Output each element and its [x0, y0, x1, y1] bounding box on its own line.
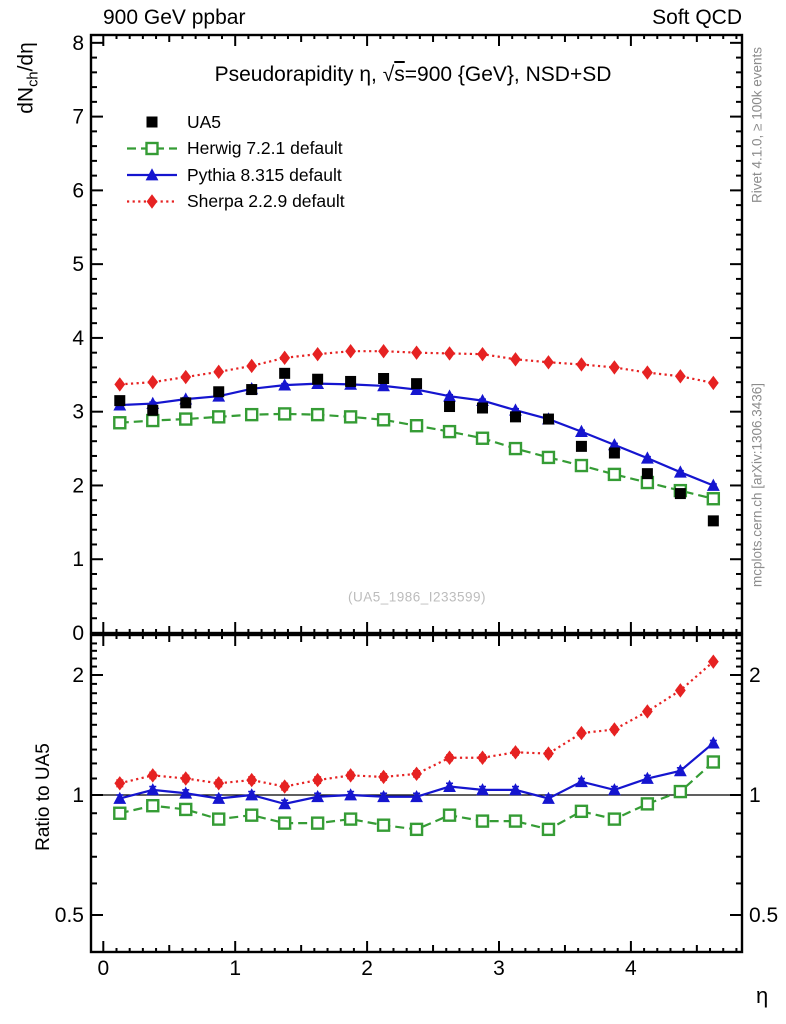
ratio-y-tick-label-right: 2: [749, 664, 761, 687]
legend-marker-1: [127, 141, 177, 156]
legend-label-herwig: Herwig 7.2.1 default: [187, 138, 343, 158]
legend-marker-0: [146, 116, 158, 128]
x-tick-label: 3: [493, 957, 505, 980]
series-herwig-main: [113, 407, 721, 506]
main-y-tick-label: 8: [72, 32, 84, 55]
x-tick-label: 0: [97, 957, 109, 980]
series-pythia-main: [113, 376, 720, 491]
main-y-tick-label: 5: [72, 253, 84, 276]
x-tick-label: 2: [361, 957, 373, 980]
legend-label-ua5: UA5: [187, 112, 222, 132]
main-panel-frame: [89, 33, 744, 635]
main-y-tick-label: 4: [72, 327, 84, 350]
legend-marker-2: [127, 168, 177, 181]
main-y-tick-label: 1: [72, 548, 84, 571]
legend-label-sherpa: Sherpa 2.2.9 default: [187, 191, 345, 211]
sqrt-symbol: √: [382, 63, 395, 86]
main-y-tick-label: 3: [72, 401, 84, 424]
ratio-y-tick-label-right: 0.5: [749, 904, 778, 927]
series-sherpa-main: [114, 343, 719, 392]
x-axis-title: η: [756, 983, 769, 1008]
plot-title: Pseudorapidity η, √s=900 {GeV}, NSD+SD: [215, 63, 612, 87]
ratio-y-tick-label-left: 2: [72, 664, 84, 687]
analysis-id-watermark: (UA5_1986_I233599): [347, 589, 487, 605]
series-pythia-ratio: [113, 736, 720, 810]
main-y-axis-title: dNch/dη: [14, 42, 42, 114]
rivet-version-note: Rivet 4.1.0, ≥ 100k events: [749, 47, 765, 203]
legend-label-pythia: Pythia 8.315 default: [187, 165, 342, 185]
process-group-label: Soft QCD: [652, 6, 742, 29]
ratio-panel-frame: [89, 633, 744, 954]
ratio-y-tick-label-left: 0.5: [55, 904, 84, 927]
series-sherpa-ratio: [114, 654, 719, 794]
sqrt-argument: s: [394, 63, 405, 86]
main-y-tick-label: 6: [72, 179, 84, 202]
plot-title-suffix: =900 {GeV}, NSD+SD: [404, 63, 612, 86]
plot-title-text: Pseudorapidity η,: [214, 63, 383, 86]
ratio-y-tick-label-right: 1: [749, 784, 761, 807]
main-y-tick-label: 0: [72, 622, 84, 645]
x-tick-label: 1: [229, 957, 241, 980]
ratio-y-axis-title: Ratio to UA5: [33, 743, 54, 851]
main-y-tick-label: 7: [72, 106, 84, 129]
x-tick-label: 4: [625, 957, 637, 980]
beam-energy-label: 900 GeV ppbar: [103, 6, 246, 29]
ratio-y-tick-label-left: 1: [72, 784, 84, 807]
series-ua5-main: [114, 367, 719, 527]
main-y-tick-label: 2: [72, 474, 84, 497]
legend-marker-3: [127, 194, 177, 209]
series-herwig-ratio: [113, 755, 721, 837]
mcplots-reference-note: mcplots.cern.ch [arXiv:1306.3436]: [749, 382, 765, 588]
